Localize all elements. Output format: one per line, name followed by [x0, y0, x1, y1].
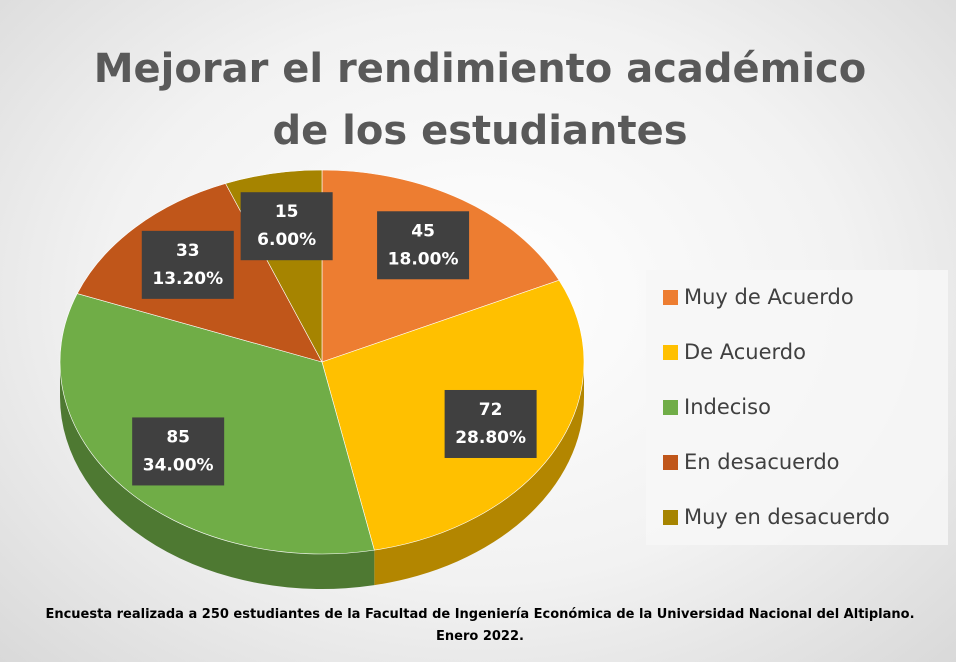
data-label-box: [132, 417, 225, 486]
data-label: 85: [166, 427, 190, 447]
legend-swatch: [663, 290, 678, 305]
data-label-box: [141, 230, 234, 299]
data-label: 28.80%: [455, 428, 526, 448]
legend-swatch: [663, 455, 678, 470]
data-label: 13.20%: [152, 269, 223, 289]
slice-side: [374, 362, 584, 586]
legend-swatch: [663, 345, 678, 360]
chart-title: Mejorar el rendimiento académico de los …: [93, 46, 867, 154]
data-label: 45: [411, 221, 435, 241]
data-label: 6.00%: [257, 230, 316, 250]
legend-label: En desacuerdo: [684, 450, 840, 474]
legend-label: Muy de Acuerdo: [684, 285, 854, 309]
data-label: 72: [479, 400, 503, 420]
legend-label: De Acuerdo: [684, 340, 806, 364]
legend-label: Muy en desacuerdo: [684, 505, 890, 529]
slice-side: [60, 362, 375, 589]
caption: Encuesta realizada a 250 estudiantes de …: [45, 607, 915, 644]
legend-box: [646, 270, 948, 545]
legend-swatch: [663, 510, 678, 525]
data-label-box: [240, 192, 333, 261]
data-label-box: [377, 211, 470, 280]
data-label: 33: [176, 241, 200, 261]
legend-label: Indeciso: [684, 395, 771, 419]
data-label: 15: [275, 202, 299, 222]
legend-swatch: [663, 400, 678, 415]
data-label: 18.00%: [388, 249, 459, 269]
data-label-box: [444, 389, 537, 458]
data-label: 34.00%: [143, 455, 214, 475]
